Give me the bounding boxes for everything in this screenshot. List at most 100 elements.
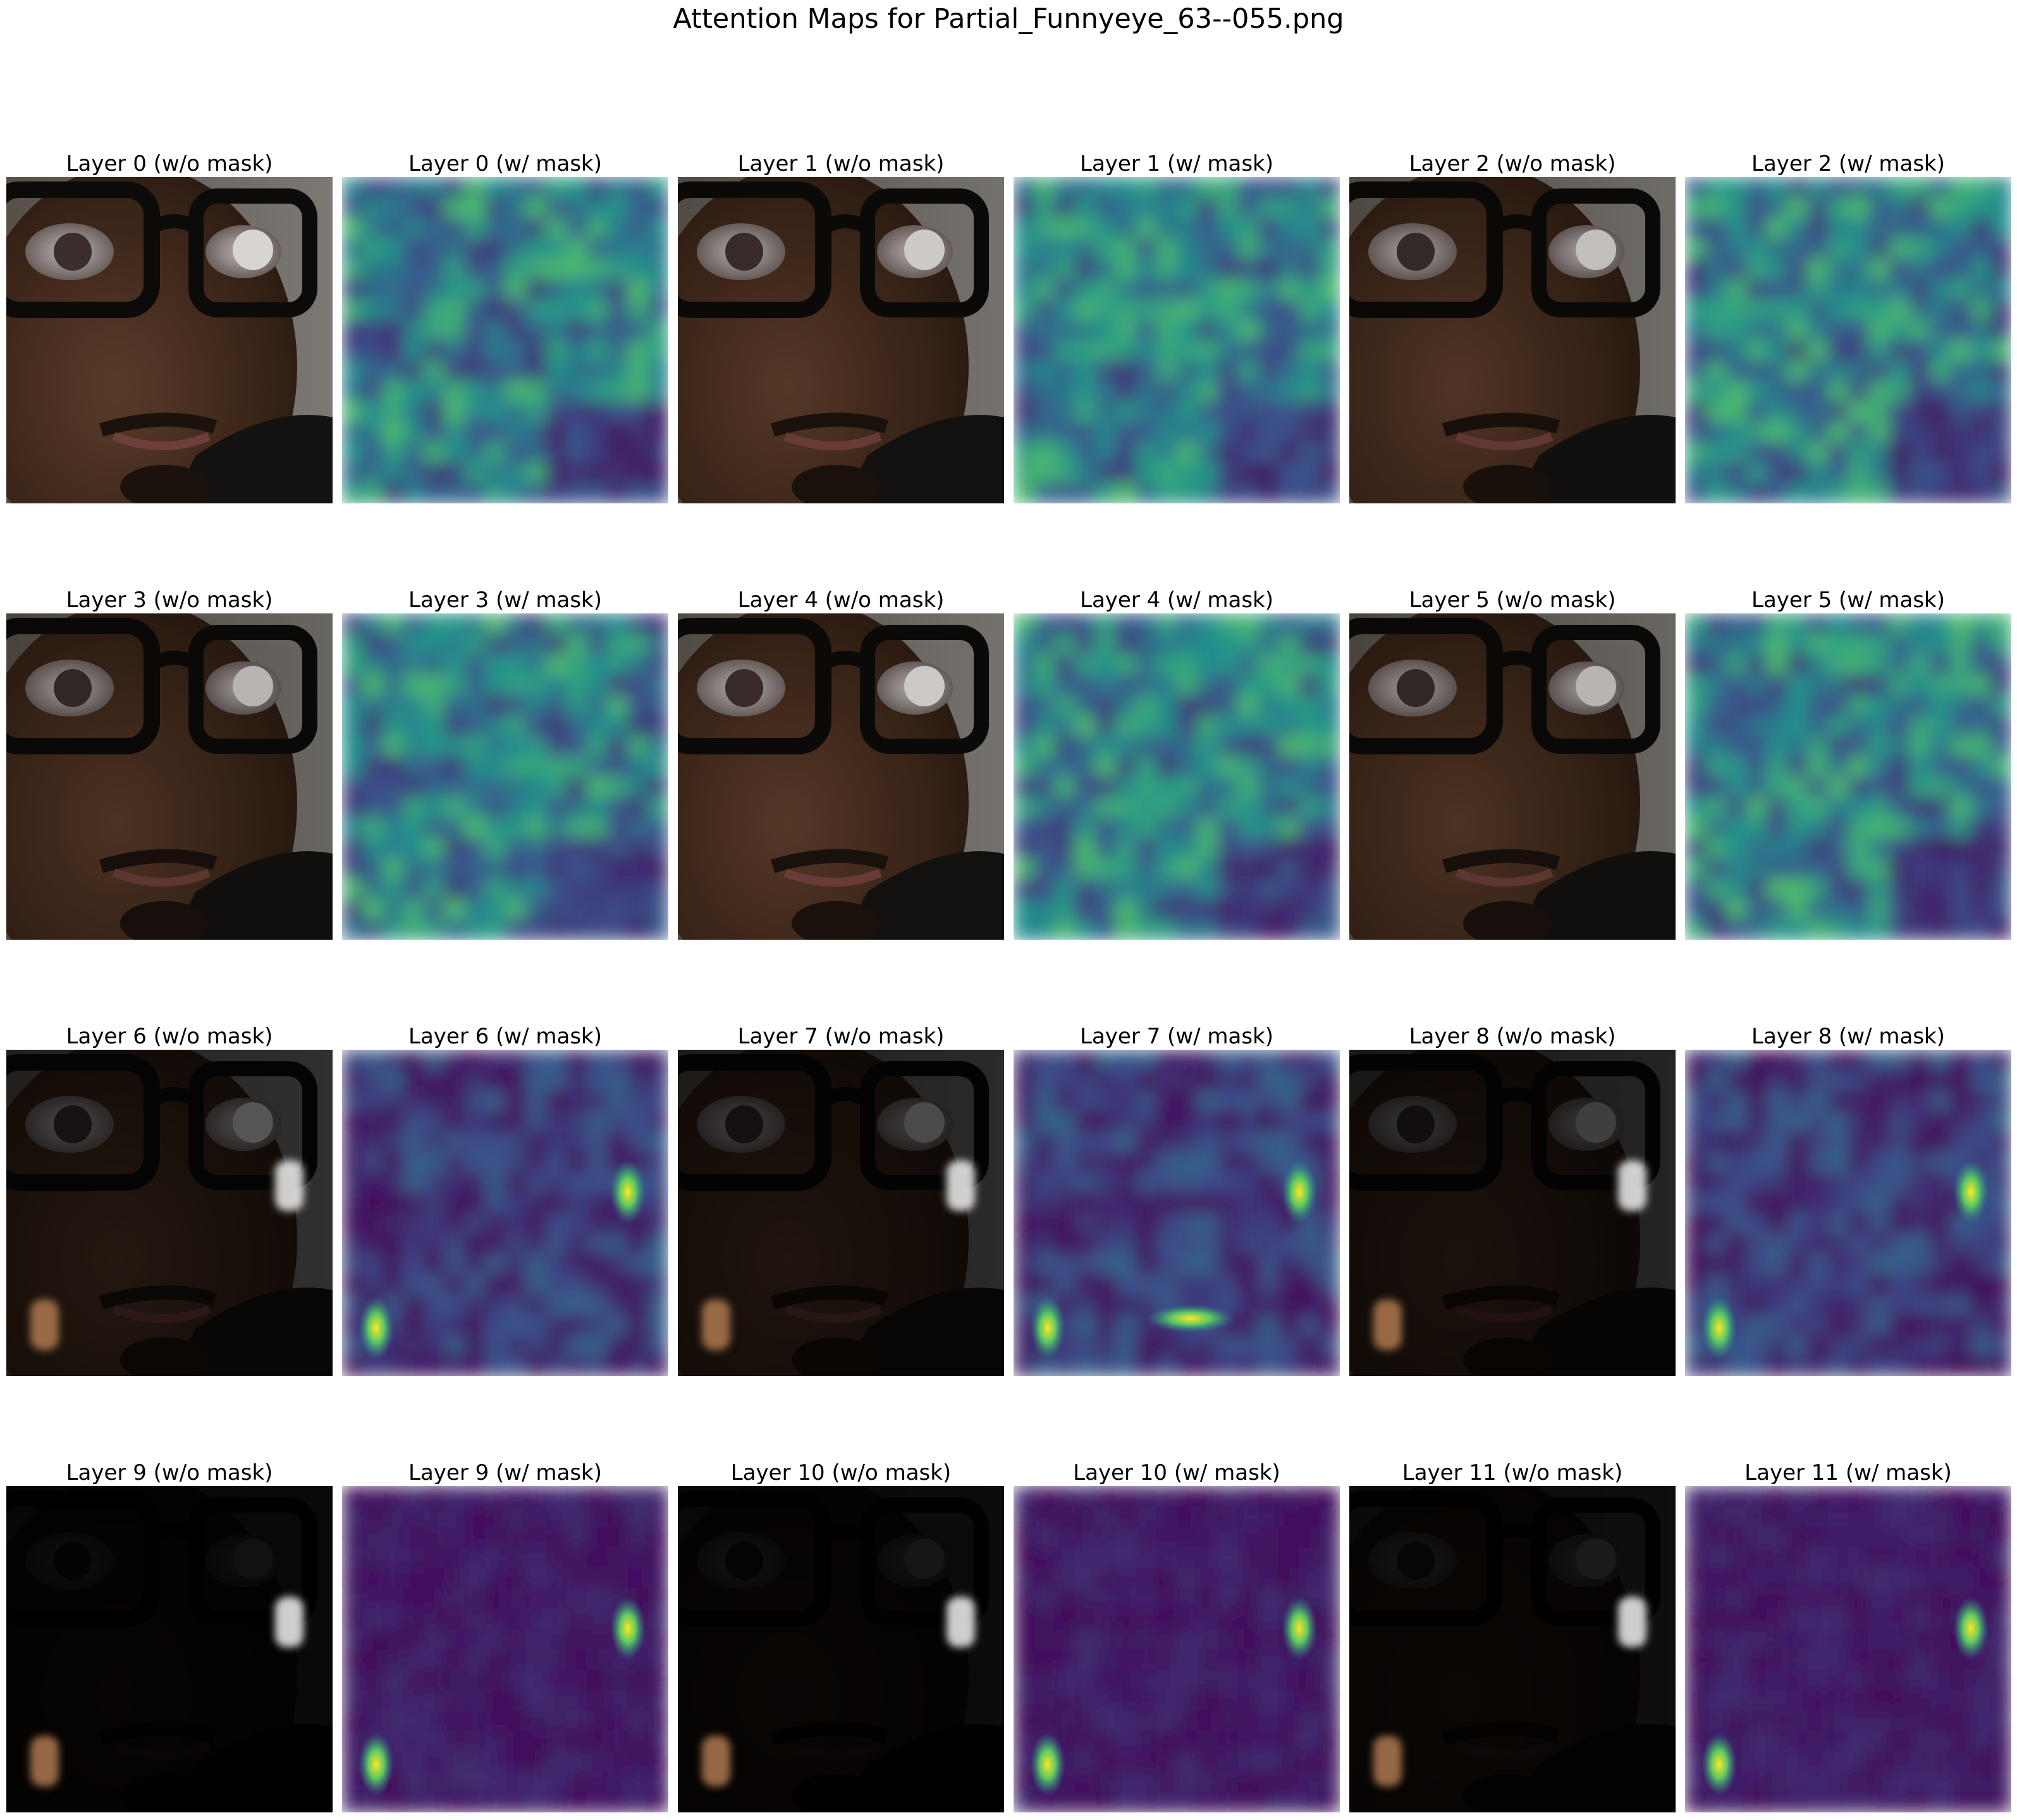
attention-panel: Layer 4 (w/ mask) (1014, 588, 1340, 940)
panel-title: Layer 0 (w/ mask) (408, 151, 602, 176)
attention-map-image (1014, 177, 1340, 503)
attention-hotspots (359, 1597, 646, 1796)
glasses (1349, 181, 1660, 318)
panel-title: Layer 1 (w/o mask) (737, 151, 945, 176)
face-image (6, 613, 333, 940)
panel-title: Layer 7 (w/o mask) (737, 1024, 945, 1049)
attention-heatmap (1014, 177, 1340, 503)
bright-patches (30, 1597, 303, 1786)
face-panel: Layer 5 (w/o mask) (1349, 588, 1676, 940)
panel-title: Layer 2 (w/o mask) (1409, 151, 1616, 176)
attention-heatmap (342, 613, 668, 940)
face-image (1349, 1486, 1676, 1812)
panel-title: Layer 6 (w/ mask) (408, 1024, 602, 1049)
face-panel: Layer 0 (w/o mask) (6, 152, 333, 503)
panel-title: Layer 10 (w/o mask) (730, 1460, 952, 1485)
attention-heatmap (342, 1050, 668, 1376)
glasses (6, 181, 317, 318)
face-image (678, 613, 1004, 940)
face-image (6, 1050, 333, 1376)
attention-panel: Layer 8 (w/ mask) (1685, 1024, 2011, 1376)
bright-patches (30, 1160, 303, 1350)
panel-title: Layer 1 (w/ mask) (1080, 151, 1273, 176)
attention-heatmap (1685, 177, 2011, 503)
attention-panel: Layer 2 (w/ mask) (1685, 152, 2011, 503)
face-image (6, 177, 333, 503)
attention-hotspots (1030, 1160, 1317, 1360)
attention-panel: Layer 0 (w/ mask) (342, 152, 668, 503)
attention-heatmap (1014, 613, 1340, 940)
attention-panel: Layer 7 (w/ mask) (1014, 1024, 1340, 1376)
attention-panel: Layer 6 (w/ mask) (342, 1024, 668, 1376)
face-panel: Layer 1 (w/o mask) (678, 152, 1004, 503)
face-image (1349, 1050, 1676, 1376)
panel-title: Layer 8 (w/ mask) (1751, 1024, 1945, 1049)
panel-title: Layer 9 (w/ mask) (408, 1460, 602, 1485)
panel-title: Layer 7 (w/ mask) (1080, 1024, 1273, 1049)
face-panel: Layer 3 (w/o mask) (6, 588, 333, 940)
panel-title: Layer 4 (w/o mask) (737, 587, 945, 613)
panel-title: Layer 4 (w/ mask) (1080, 587, 1273, 613)
panel-title: Layer 8 (w/o mask) (1409, 1024, 1616, 1049)
attention-panel: Layer 11 (w/ mask) (1685, 1461, 2011, 1812)
face-image (678, 177, 1004, 503)
attention-hotspots (1030, 1597, 1317, 1796)
attention-heatmap (1685, 613, 2011, 940)
attention-map-image (342, 177, 668, 503)
attention-panel: Layer 1 (w/ mask) (1014, 152, 1340, 503)
attention-map-image (1014, 1486, 1340, 1812)
attention-map-image (342, 1486, 668, 1812)
attention-map-image (1685, 1486, 2011, 1812)
darkening-overlay (1349, 1486, 1676, 1812)
attention-hotspots (1701, 1160, 1989, 1360)
attention-map-image (1685, 613, 2011, 940)
glasses (678, 181, 989, 318)
panel-title: Layer 3 (w/o mask) (66, 587, 273, 613)
face-image (6, 1486, 333, 1812)
panel-title: Layer 6 (w/o mask) (66, 1024, 273, 1049)
face-photo (6, 613, 333, 940)
attention-panel: Layer 3 (w/ mask) (342, 588, 668, 940)
attention-panel: Layer 5 (w/ mask) (1685, 588, 2011, 940)
darkening-overlay (678, 177, 1004, 503)
panel-title: Layer 9 (w/o mask) (66, 1460, 273, 1485)
face-panel: Layer 10 (w/o mask) (678, 1461, 1004, 1812)
figure-title: Attention Maps for Partial_Funnyeye_63--… (673, 3, 1344, 35)
attention-panel: Layer 9 (w/ mask) (342, 1461, 668, 1812)
face-panel: Layer 7 (w/o mask) (678, 1024, 1004, 1376)
attention-map-image (342, 1050, 668, 1376)
attention-map-image (1014, 1050, 1340, 1376)
glasses (1349, 618, 1660, 754)
face-panel: Layer 2 (w/o mask) (1349, 152, 1676, 503)
glasses (678, 618, 989, 754)
attention-hotspots (359, 1160, 646, 1360)
panel-title: Layer 11 (w/o mask) (1402, 1460, 1623, 1485)
bright-patches (1373, 1597, 1646, 1786)
darkening-overlay (6, 613, 333, 940)
attention-map-image (342, 613, 668, 940)
face-photo (1349, 613, 1676, 940)
face-photo (6, 177, 333, 503)
bright-patches (1373, 1160, 1646, 1350)
face-photo (678, 613, 1004, 940)
attention-map-image (1014, 613, 1340, 940)
face-image (678, 1050, 1004, 1376)
attention-panel: Layer 10 (w/ mask) (1014, 1461, 1340, 1812)
glasses (6, 618, 317, 754)
darkening-overlay (6, 1486, 333, 1812)
panel-title: Layer 5 (w/o mask) (1409, 587, 1616, 613)
face-panel: Layer 4 (w/o mask) (678, 588, 1004, 940)
panel-title: Layer 5 (w/ mask) (1751, 587, 1945, 613)
darkening-overlay (1349, 1050, 1676, 1376)
darkening-overlay (678, 613, 1004, 940)
face-photo (678, 177, 1004, 503)
attention-map-image (1685, 177, 2011, 503)
attention-heatmap (342, 1486, 668, 1812)
attention-heatmap (342, 177, 668, 503)
face-panel: Layer 9 (w/o mask) (6, 1461, 333, 1812)
face-image (678, 1486, 1004, 1812)
panel-title: Layer 11 (w/ mask) (1744, 1460, 1952, 1485)
darkening-overlay (6, 1050, 333, 1376)
darkening-overlay (1349, 613, 1676, 940)
darkening-overlay (678, 1050, 1004, 1376)
